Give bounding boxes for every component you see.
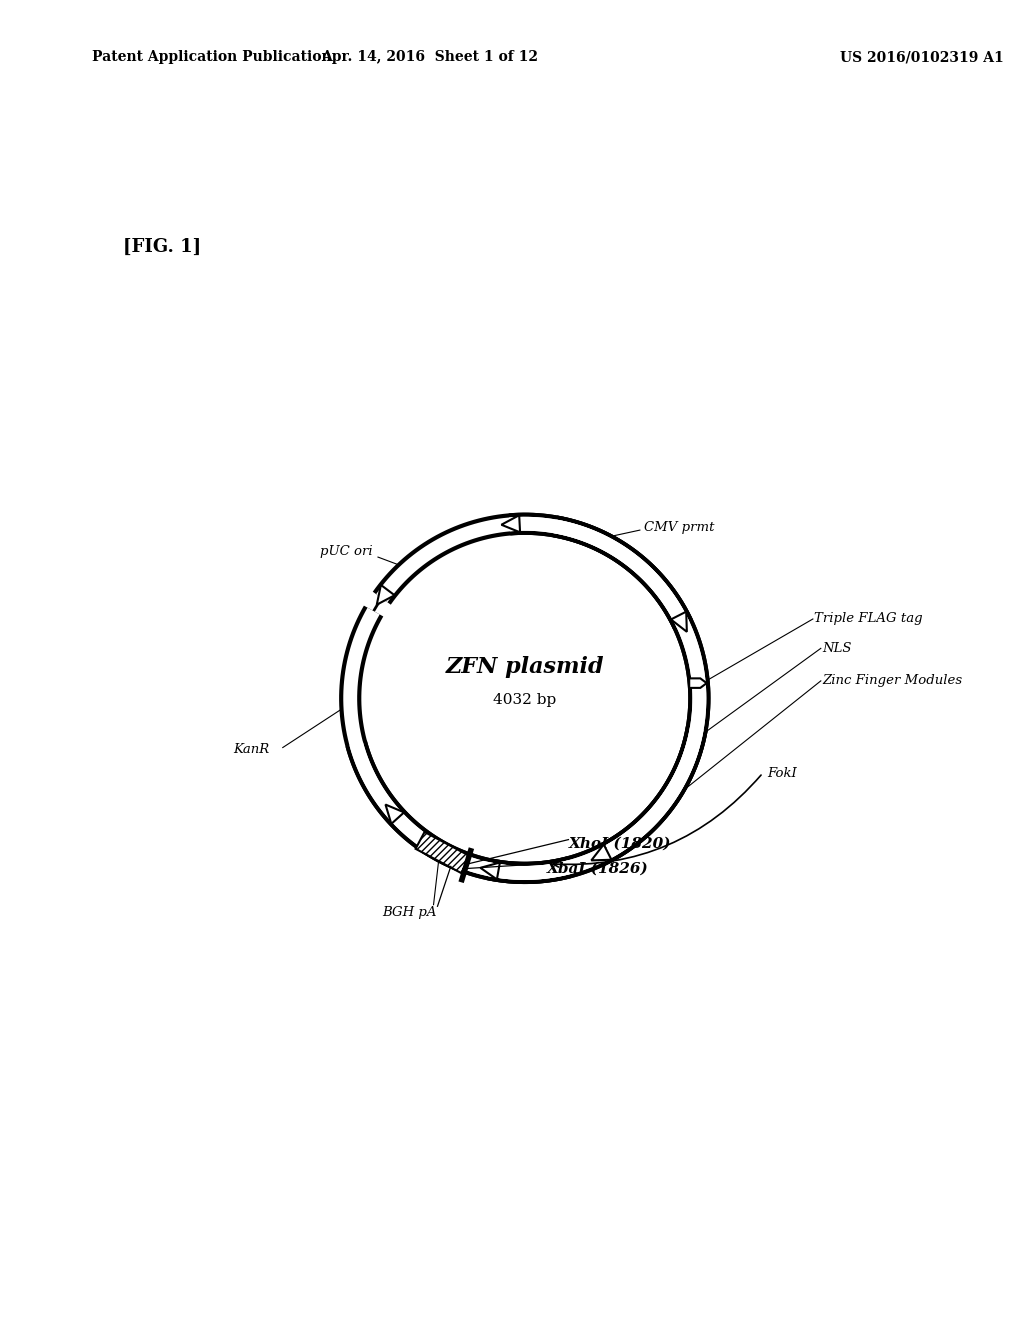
Polygon shape <box>480 862 500 879</box>
Text: US 2016/0102319 A1: US 2016/0102319 A1 <box>840 50 1004 65</box>
Polygon shape <box>502 515 520 532</box>
Text: ZFN plasmid: ZFN plasmid <box>445 656 604 677</box>
Text: XbaI (1826): XbaI (1826) <box>547 862 649 876</box>
Text: 4032 bp: 4032 bp <box>494 693 556 708</box>
Polygon shape <box>591 845 611 861</box>
Polygon shape <box>671 611 687 632</box>
Text: pUC ori: pUC ori <box>319 545 373 558</box>
Polygon shape <box>385 805 404 824</box>
Text: Triple FLAG tag: Triple FLAG tag <box>814 612 923 626</box>
Polygon shape <box>689 678 707 688</box>
Polygon shape <box>377 585 394 605</box>
Text: [FIG. 1]: [FIG. 1] <box>123 238 201 256</box>
Text: XhoI (1820): XhoI (1820) <box>568 837 671 850</box>
Text: KanR: KanR <box>232 743 269 756</box>
Text: NLS: NLS <box>822 642 852 655</box>
Text: CMV prmt: CMV prmt <box>644 521 715 535</box>
Text: Patent Application Publication: Patent Application Publication <box>92 50 332 65</box>
Text: Apr. 14, 2016  Sheet 1 of 12: Apr. 14, 2016 Sheet 1 of 12 <box>322 50 539 65</box>
Polygon shape <box>416 832 470 873</box>
Text: Zinc Finger Modules: Zinc Finger Modules <box>822 675 963 688</box>
Text: FokI: FokI <box>767 767 797 780</box>
Text: BGH pA: BGH pA <box>383 906 437 919</box>
